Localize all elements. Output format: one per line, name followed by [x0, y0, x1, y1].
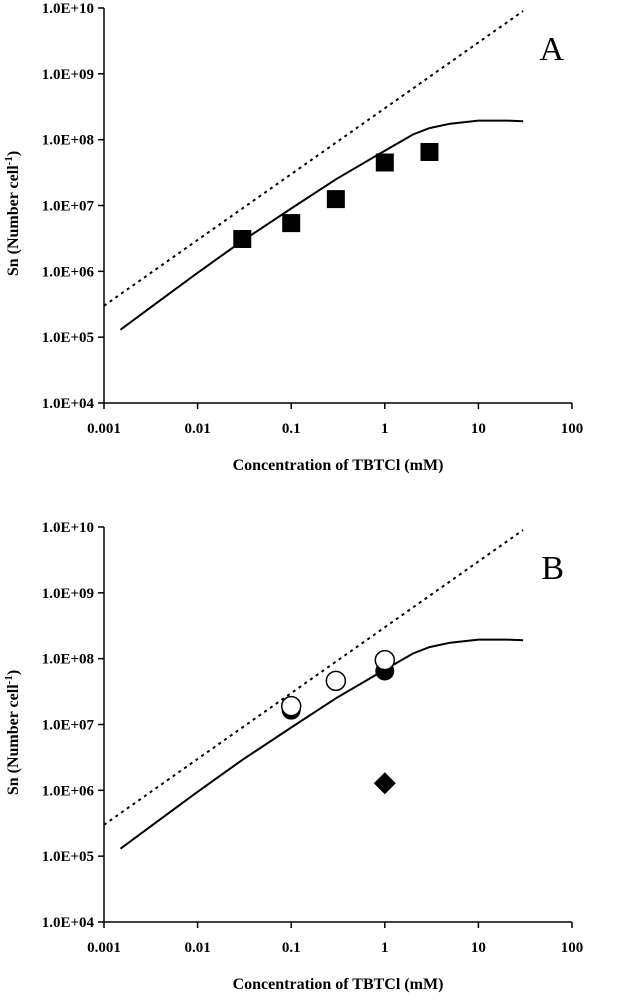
chart-panel-b: 0.001 0.01 0.1 1 10 100 1.0E+04 1.0E+05 1.0E+06 1… — [3, 520, 583, 993]
data-point-square — [282, 214, 301, 233]
data-point-open-circle — [325, 670, 347, 692]
data-point-diamond — [373, 772, 396, 795]
dotted-line-series — [103, 10, 524, 307]
x-tick-label: 0.01 — [184, 421, 210, 437]
x-tick-label: 0.1 — [282, 421, 301, 437]
x-axis-label: Concentration of TBTCl (mM) — [233, 976, 444, 993]
chart-panel-a: 0.001 0.01 0.1 1 10 100 1.0E+04 1.0E+05 1.0E+06 1… — [3, 1, 583, 474]
x-tick-label: 0.1 — [282, 940, 301, 956]
y-tick-label: 1.0E+10 — [42, 1, 94, 17]
x-tick-label: 0.001 — [87, 421, 121, 437]
y-axis-label: Sn (Number cell-1) — [3, 151, 22, 276]
x-tick-label: 10 — [471, 940, 486, 956]
data-point-square — [375, 153, 394, 172]
solid-line-series — [119, 119, 524, 331]
x-tick-label: 100 — [561, 940, 584, 956]
x-tick-label: 0.01 — [184, 940, 210, 956]
data-point-square — [326, 190, 345, 209]
y-tick-label: 1.0E+05 — [42, 330, 94, 346]
panel-label: A — [539, 31, 564, 68]
data-point-open-circle — [280, 695, 302, 717]
data-point-square — [420, 142, 439, 161]
x-tick-label: 10 — [471, 421, 486, 437]
dotted-line-series — [103, 529, 524, 826]
x-tick-label: 1 — [381, 421, 389, 437]
y-tick-label: 1.0E+08 — [42, 652, 94, 668]
y-tick-label: 1.0E+04 — [42, 915, 95, 931]
y-tick-label: 1.0E+10 — [42, 520, 94, 536]
y-tick-label: 1.0E+04 — [42, 396, 95, 412]
y-tick-label: 1.0E+09 — [42, 67, 94, 83]
y-tick-label: 1.0E+07 — [42, 718, 95, 734]
y-tick-label: 1.0E+08 — [42, 133, 94, 149]
x-tick-label: 0.001 — [87, 940, 121, 956]
y-tick-label: 1.0E+06 — [42, 783, 95, 799]
data-point-square — [233, 229, 252, 248]
x-tick-label: 1 — [381, 940, 389, 956]
y-tick-label: 1.0E+05 — [42, 849, 94, 865]
x-axis-label: Concentration of TBTCl (mM) — [233, 457, 444, 474]
data-point-open-circle — [374, 649, 396, 671]
panel-label: B — [541, 550, 564, 587]
y-axis-label: Sn (Number cell-1) — [3, 670, 22, 795]
y-tick-label: 1.0E+06 — [42, 264, 95, 280]
y-tick-label: 1.0E+07 — [42, 199, 95, 215]
x-tick-label: 100 — [561, 421, 584, 437]
y-tick-label: 1.0E+09 — [42, 586, 94, 602]
